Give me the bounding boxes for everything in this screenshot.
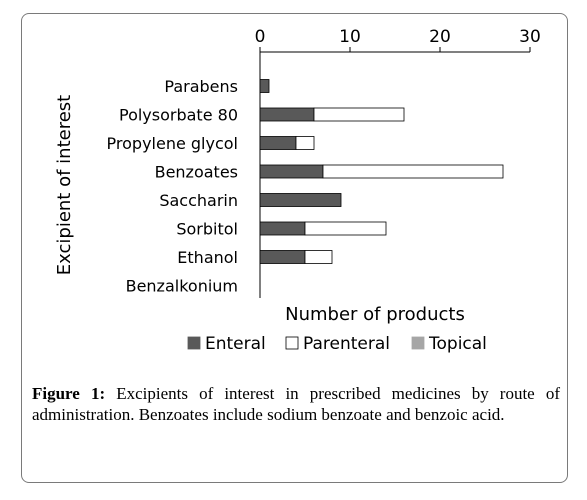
x-axis-title: Number of products [285, 304, 465, 325]
figure-caption: Figure 1: Excipients of interest in pres… [32, 383, 560, 425]
category-label: Propylene glycol [107, 134, 238, 153]
legend-swatch-topical [411, 336, 425, 350]
category-label: Benzalkonium [126, 277, 238, 296]
bar-chart: 0 10 20 30 Parabens Polysorbate 80 Propylene … [54, 27, 541, 354]
bar-enteral [259, 193, 342, 207]
category-label: Sorbitol [176, 220, 238, 239]
x-tick-label: 20 [429, 27, 451, 47]
y-axis-title: Excipient of interest [54, 95, 75, 275]
bar-parenteral [304, 221, 387, 236]
bar-enteral [259, 164, 324, 179]
bar-parenteral [322, 164, 504, 179]
x-tick-label: 0 [255, 27, 266, 47]
figure-frame [21, 13, 568, 483]
bars [259, 79, 504, 264]
legend-label-parenteral: Parenteral [303, 334, 390, 354]
bar-parenteral [304, 250, 333, 264]
bar-enteral [259, 136, 297, 150]
legend-label-topical: Topical [428, 334, 487, 354]
caption-text: Excipients of interest in prescribed med… [32, 384, 560, 424]
bar-enteral [259, 250, 306, 264]
x-tick-label: 30 [519, 27, 541, 47]
bar-enteral [259, 107, 315, 122]
bar-parenteral [313, 107, 405, 122]
legend-swatch-parenteral [285, 336, 299, 350]
category-label: Saccharin [159, 191, 238, 210]
legend-swatch-enteral [187, 336, 201, 350]
category-label: Polysorbate 80 [119, 106, 238, 125]
category-label: Parabens [164, 77, 238, 96]
legend-label-enteral: Enteral [205, 334, 266, 354]
category-label: Ethanol [177, 248, 238, 267]
caption-label: Figure 1: [32, 384, 106, 403]
x-tick-label: 10 [339, 27, 361, 47]
x-ticks: 0 10 20 30 [255, 27, 541, 52]
bar-enteral [259, 221, 306, 236]
legend: Enteral Parenteral Topical [187, 334, 487, 354]
category-labels: Parabens Polysorbate 80 Propylene glycol Be… [107, 77, 238, 296]
bar-enteral [259, 79, 270, 93]
category-label: Benzoates [155, 163, 238, 182]
bar-parenteral [295, 136, 315, 150]
